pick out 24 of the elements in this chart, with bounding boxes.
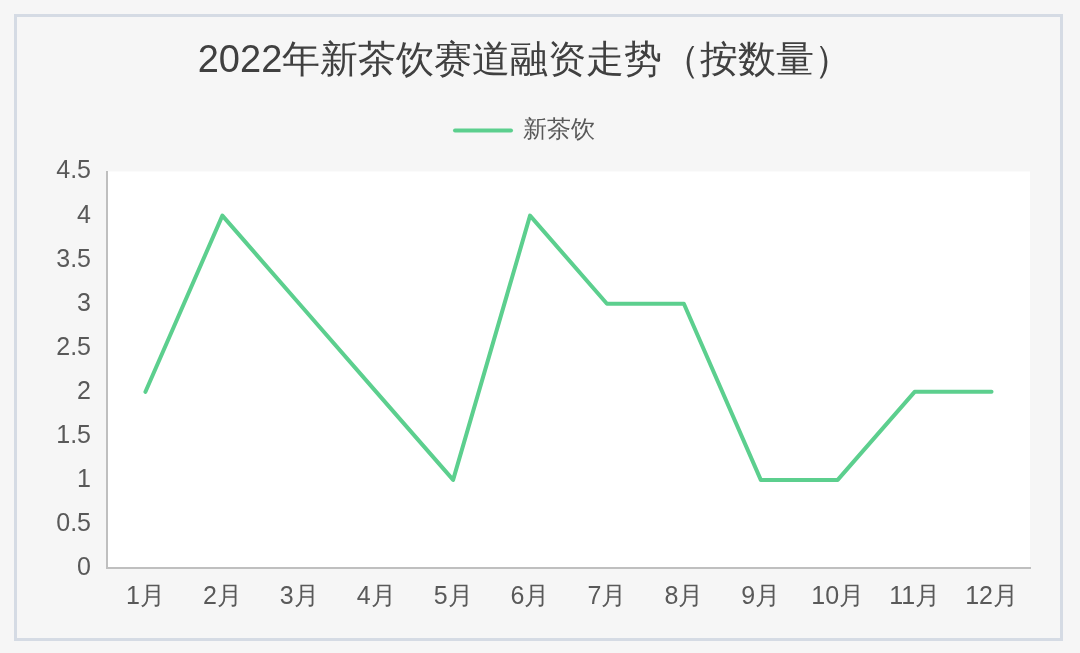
x-tick-label: 1月	[126, 580, 165, 609]
y-tick-label: 3.5	[56, 243, 91, 272]
y-tick-label: 0.5	[56, 507, 91, 536]
x-tick-label: 2月	[202, 580, 242, 609]
y-tick-label: 4	[77, 199, 92, 228]
x-tick-label: 5月	[433, 580, 473, 609]
x-tick-label: 12月	[965, 580, 1018, 609]
y-tick-label: 2	[77, 375, 91, 404]
y-tick-label: 3	[77, 287, 91, 316]
x-tick-label: 6月	[510, 580, 550, 609]
x-tick-label: 9月	[741, 580, 781, 609]
x-tick-label: 10月	[811, 580, 865, 609]
chart-title: 2022年新茶饮赛道融资走势（按数量）	[197, 38, 853, 81]
x-tick-label: 4月	[356, 580, 396, 609]
x-tick-label: 3月	[279, 580, 319, 609]
y-tick-label: 2.5	[56, 331, 91, 360]
y-tick-label: 1	[77, 463, 91, 492]
y-tick-label: 1.5	[56, 419, 91, 448]
legend-label: 新茶饮	[523, 115, 595, 143]
x-tick-label: 11月	[889, 580, 941, 609]
y-tick-label: 0	[77, 551, 91, 580]
y-tick-label: 4.5	[56, 155, 91, 184]
x-tick-label: 8月	[664, 580, 704, 609]
x-tick-label: 7月	[587, 580, 627, 609]
